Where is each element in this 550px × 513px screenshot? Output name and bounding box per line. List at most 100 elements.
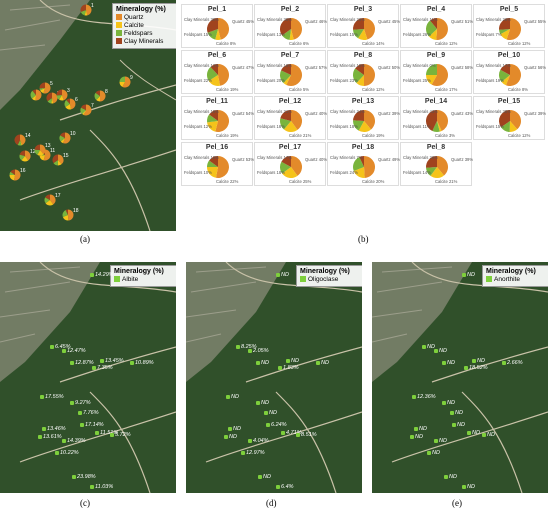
site-dot — [276, 484, 280, 489]
pie-chart — [498, 64, 521, 86]
site-value: 8.51% — [301, 432, 317, 438]
pie-card: Pel_1 Clay Minerals 30% Quartz 45% Felds… — [181, 4, 255, 48]
pie-slice-quartz — [291, 156, 303, 176]
pie-label-quartz: Quartz 51% — [451, 19, 474, 24]
site-value: ND — [455, 410, 463, 416]
pie-title: Pel_13 — [351, 98, 375, 105]
pie-slice-feldspars — [34, 149, 40, 155]
caption-b: (b) — [358, 234, 369, 244]
site-marker: ND — [450, 410, 463, 416]
pie-slice-clay — [46, 92, 52, 102]
pie-slice-quartz — [100, 90, 106, 102]
site-marker: 12.97% — [241, 450, 265, 456]
pie-label-quartz: Quartz 49% — [378, 157, 401, 162]
pie-card: Pel_7 Clay Minerals 18% Quartz 57% Felds… — [254, 50, 328, 94]
pie-chart — [207, 156, 229, 178]
pie-slice-calcite — [358, 29, 368, 40]
pie-slice-quartz — [437, 110, 448, 131]
site-dot — [80, 422, 84, 427]
pie-title: Pel_5 — [499, 6, 519, 13]
pie-slice-quartz — [218, 18, 229, 40]
site-dot — [90, 272, 94, 277]
site-marker: 12.47% — [62, 348, 86, 354]
pie-slice-clay — [353, 110, 364, 121]
pie-slice-clay — [425, 156, 437, 168]
caption-a: (a) — [80, 234, 90, 244]
pie-label-calcite: Calcite 12% — [435, 41, 458, 46]
pie-card: Pel_9 Clay Minerals 0% Quartz 58% Feldsp… — [400, 50, 474, 94]
site-marker: ND — [422, 344, 435, 350]
marker-number: 3 — [67, 88, 70, 94]
pie-title: Pel_3 — [353, 6, 373, 13]
pie-label-feldspars: Feldspars 20% — [257, 78, 285, 83]
pie-slice-feldspars — [30, 90, 36, 99]
site-value: ND — [467, 484, 475, 490]
site-marker: ND — [427, 450, 440, 456]
site-marker: ND — [434, 438, 447, 444]
pie-label-calcite: Calcite 20% — [362, 179, 385, 184]
site-dot — [462, 272, 466, 277]
pie-card: Pel_16 Clay Minerals 15% Quartz 53% Feld… — [181, 142, 254, 186]
pie-title: Pel_8 — [353, 52, 373, 59]
pie-slice-calcite — [437, 121, 442, 132]
pie-label-calcite: Calcite 21% — [289, 133, 312, 138]
pie-card: Pel_8 Clay Minerals 26% Quartz 39% Felds… — [400, 142, 474, 186]
pie-slice-calcite — [65, 104, 72, 110]
pie-slice-clay — [10, 169, 15, 175]
pie-label-clay: Clay Minerals 11% — [403, 17, 438, 22]
pie-slice-clay — [210, 64, 218, 75]
site-dot — [442, 360, 446, 365]
pie-slice-calcite — [283, 121, 298, 133]
pie-slice-clay — [426, 110, 437, 131]
pie-slice-feldspars — [19, 154, 25, 161]
pie-title: Pel_18 — [351, 144, 375, 151]
pie-title: Pel_2 — [280, 6, 300, 13]
pie-slice-clay — [209, 110, 218, 121]
pie-label-calcite: Calcite 8% — [216, 41, 237, 46]
pie-title: Pel_9 — [426, 52, 446, 59]
pie-slice-clay — [45, 194, 50, 200]
pie-slice-calcite — [283, 75, 291, 85]
site-value: 12.36% — [417, 394, 436, 400]
site-value: ND — [291, 358, 299, 364]
pie-slice-calcite — [9, 175, 15, 181]
pie-label-feldspars: Feldspars 25% — [403, 78, 431, 83]
pie-slice-feldspars — [207, 160, 218, 167]
site-dot — [276, 272, 280, 277]
pie-slice-clay — [280, 110, 291, 121]
pie-label-clay: Clay Minerals 17% — [476, 63, 511, 68]
site-dot — [62, 348, 66, 353]
pie-label-quartz: Quartz 45% — [232, 19, 255, 24]
site-value: ND — [427, 344, 435, 350]
pie-slice-feldspars — [279, 161, 291, 174]
pie-label-quartz: Quartz 58% — [451, 65, 474, 70]
pie-label-feldspars: Feldspars 24% — [330, 170, 358, 175]
pie-label-quartz: Quartz 39% — [451, 157, 474, 162]
pie-slice-feldspars — [282, 29, 291, 40]
pie-slice-calcite — [51, 98, 54, 104]
pie-slice-clay — [352, 18, 364, 30]
site-value: 14.29% — [95, 272, 114, 278]
pie-slice-feldspars — [80, 107, 86, 115]
site-marker: ND — [444, 474, 457, 480]
pie-chart — [498, 18, 522, 40]
site-value: 5.72% — [115, 432, 131, 438]
pie-label-quartz: Quartz 39% — [524, 111, 547, 116]
site-dot — [414, 426, 418, 431]
site-dot — [130, 360, 134, 365]
map-panel-e: Mineralogy (%) Anorthite ND ND ND ND 18.52% N… — [372, 262, 548, 493]
pie-grid-b: Pel_1 Clay Minerals 30% Quartz 45% Felds… — [181, 0, 548, 231]
pie-label-quartz: Quartz 57% — [305, 65, 328, 70]
site-dot — [78, 410, 82, 415]
pie-slice-feldspars — [500, 121, 510, 132]
site-marker: 10.22% — [55, 450, 79, 456]
site-value: 1.83% — [283, 365, 299, 371]
site-value: ND — [477, 358, 485, 364]
pie-label-quartz: Quartz 45% — [378, 19, 401, 24]
pie-chart — [279, 156, 303, 179]
pie-slice-clay — [355, 64, 364, 75]
site-value: 7.35% — [97, 365, 113, 371]
mineral-swatch — [486, 276, 492, 283]
site-marker: 4.71% — [281, 430, 302, 436]
pie-title: Pel_17 — [278, 144, 302, 151]
